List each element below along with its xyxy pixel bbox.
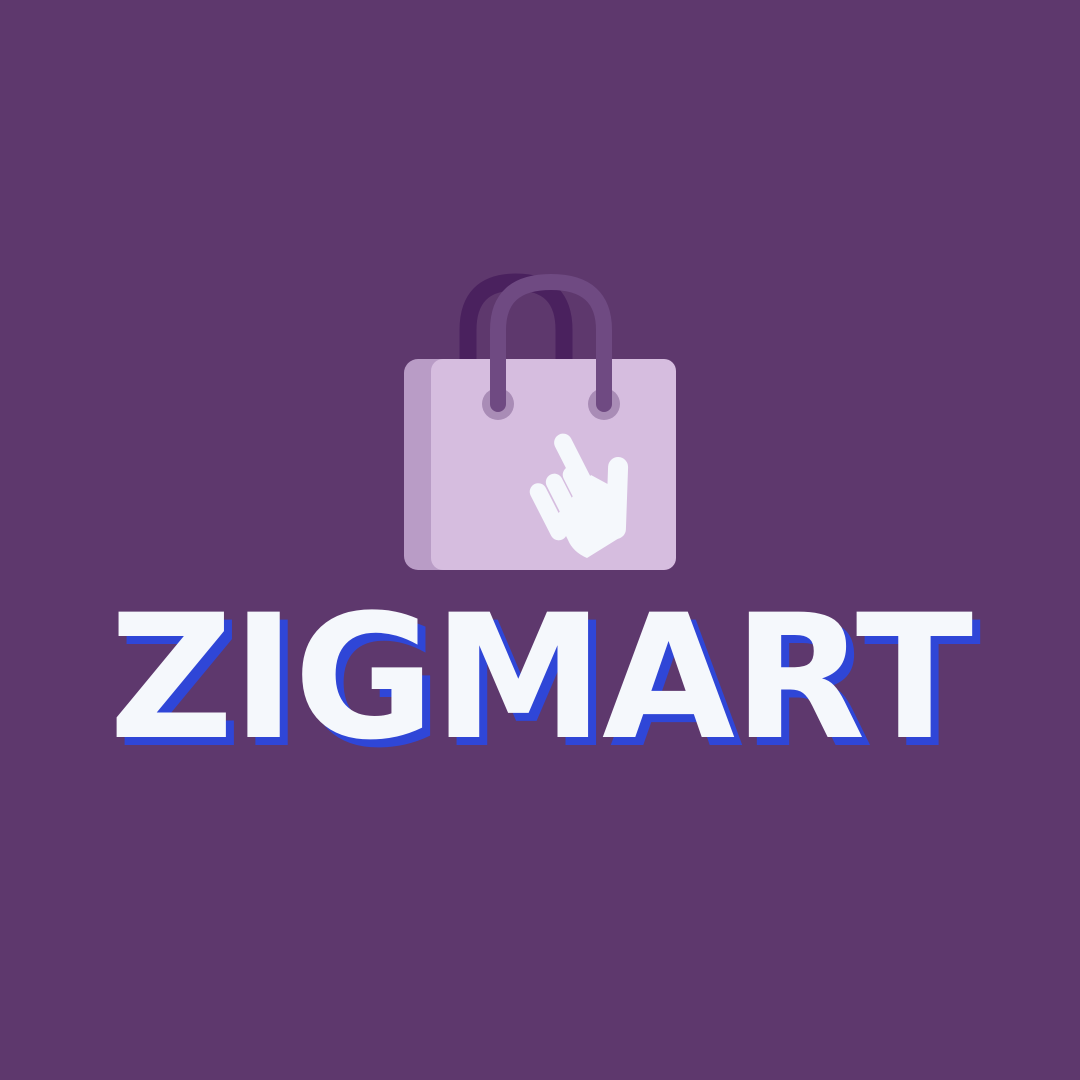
pointer-hand-icon bbox=[529, 433, 629, 558]
bag-handle-front-icon bbox=[490, 273, 612, 412]
brand-name: ZIGMART bbox=[108, 577, 973, 778]
